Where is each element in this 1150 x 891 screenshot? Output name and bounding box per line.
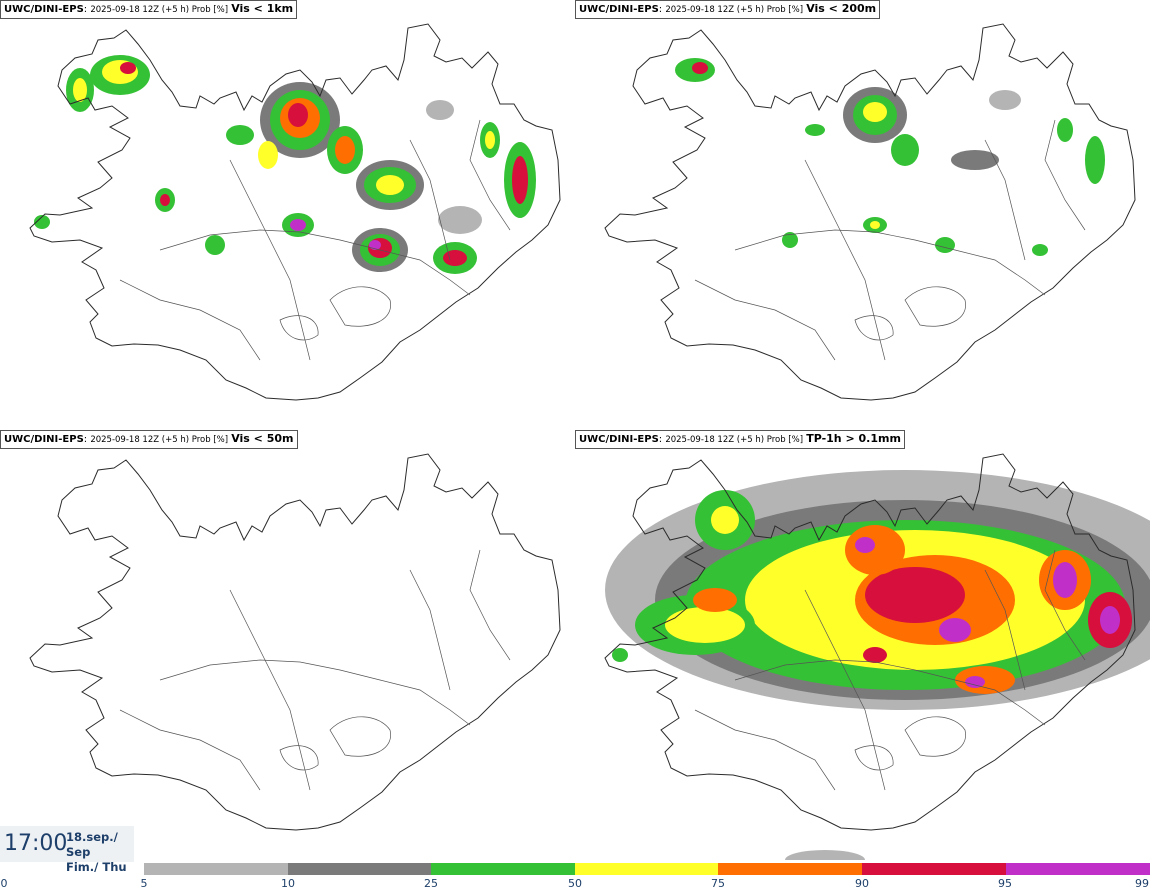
colorbar-tick: 25: [424, 877, 438, 890]
threshold-label: Vis < 1km: [231, 2, 294, 15]
model-name: UWC/DINI-EPS: [4, 434, 84, 445]
panel-title: UWC/DINI-EPS: 2025-09-18 12Z (+5 h) Prob…: [575, 0, 881, 19]
colorbar-segment-10-25: [288, 863, 431, 875]
map-panel-vis-1km: UWC/DINI-EPS: 2025-09-18 12Z (+5 h) Prob…: [0, 0, 575, 430]
colorbar-tick: 75: [711, 877, 725, 890]
date-label: 18.sep./ Sep: [66, 830, 118, 859]
run-info: 2025-09-18 12Z (+5 h) Prob [%]: [90, 5, 229, 15]
valid-time-box: 17:00 18.sep./ Sep Fim./ Thu: [0, 826, 134, 874]
prob-field-precip: [605, 470, 1150, 860]
run-info: 2025-09-18 12Z (+5 h) Prob [%]: [665, 5, 804, 15]
colorbar-segment-90-95: [862, 863, 1006, 875]
model-name: UWC/DINI-EPS: [4, 4, 84, 15]
run-info: 2025-09-18 12Z (+5 h) Prob [%]: [665, 435, 804, 445]
model-name: UWC/DINI-EPS: [579, 4, 659, 15]
prob-field-vis-1km: [34, 55, 536, 274]
valid-time: 17:00: [4, 831, 68, 856]
colorbar-tick: 95: [998, 877, 1012, 890]
model-name: UWC/DINI-EPS: [579, 434, 659, 445]
map-precip: [604, 453, 1150, 860]
colorbar-segment-95-99: [1006, 863, 1150, 875]
colorbar-segment-5-10: [144, 863, 288, 875]
panel-title: UWC/DINI-EPS: 2025-09-18 12Z (+5 h) Prob…: [0, 430, 298, 449]
day-label: Fim./ Thu: [66, 860, 127, 874]
colorbar-segment-50-75: [575, 863, 718, 875]
colorbar-tick: 50: [568, 877, 582, 890]
colorbar-tick: 10: [281, 877, 295, 890]
colorbar-segment-25-50: [431, 863, 575, 875]
map-vis-50m: [29, 453, 561, 831]
threshold-label: Vis < 200m: [806, 2, 877, 15]
colorbar-tick: 99: [1135, 877, 1149, 890]
prob-field-vis-200m: [675, 58, 1105, 256]
threshold-label: Vis < 50m: [231, 432, 294, 445]
panel-title: UWC/DINI-EPS: 2025-09-18 12Z (+5 h) Prob…: [575, 430, 905, 449]
colorbar-segment-75-90: [718, 863, 862, 875]
colorbar: [144, 863, 1150, 875]
map-panel-vis-50m: UWC/DINI-EPS: 2025-09-18 12Z (+5 h) Prob…: [0, 430, 575, 860]
run-info: 2025-09-18 12Z (+5 h) Prob [%]: [90, 435, 229, 445]
map-vis-200m: [604, 23, 1136, 401]
map-vis-1km: [29, 23, 561, 401]
map-panel-vis-200m: UWC/DINI-EPS: 2025-09-18 12Z (+5 h) Prob…: [575, 0, 1150, 430]
panel-title: UWC/DINI-EPS: 2025-09-18 12Z (+5 h) Prob…: [0, 0, 298, 19]
colorbar-tick: 0: [0, 877, 8, 890]
threshold-label: TP-1h > 0.1mm: [806, 432, 901, 445]
valid-date: 18.sep./ Sep Fim./ Thu: [66, 830, 134, 875]
map-panel-precip: UWC/DINI-EPS: 2025-09-18 12Z (+5 h) Prob…: [575, 430, 1150, 860]
colorbar-tick: 90: [855, 877, 869, 890]
colorbar-tick: 5: [140, 877, 148, 890]
